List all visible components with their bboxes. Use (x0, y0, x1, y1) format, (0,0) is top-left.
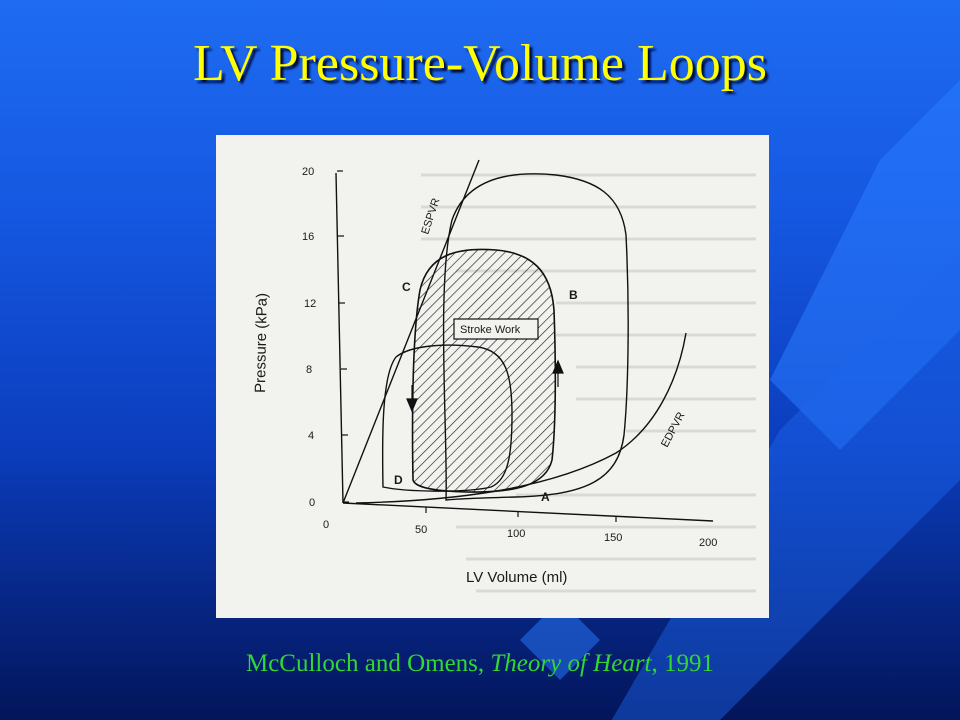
stroke-work-box (453, 318, 539, 340)
y-tick-label-0: 0 (309, 497, 315, 509)
x-axis-ticks (425, 507, 617, 522)
point-label-a: A (541, 490, 550, 504)
y-axis-ticks (337, 170, 349, 503)
stroke-work-label: Stroke Work (460, 324, 521, 336)
point-label-c: C (402, 280, 411, 294)
caption-year: , 1991 (651, 650, 715, 677)
y-axis-line (335, 172, 344, 504)
x-tick-label-100: 100 (507, 528, 525, 540)
slide-title: LV Pressure-Volume Loops (193, 35, 767, 92)
x-tick-label-50: 50 (415, 524, 427, 536)
pv-loop-figure: 0 4 8 12 16 20 0 50 100 150 200 Pressure… (216, 135, 769, 618)
stroke-work-area (411, 248, 557, 493)
caption-authors: McCulloch and Omens, (245, 650, 491, 677)
point-label-b: B (569, 288, 578, 302)
caption-work-title: Theory of Heart (490, 650, 652, 677)
scan-texture (421, 173, 756, 593)
y-tick-label-20: 20 (302, 166, 314, 178)
x-tick-label-0: 0 (323, 519, 329, 531)
edpvr-curve (355, 332, 687, 504)
y-tick-label-12: 12 (304, 298, 316, 310)
y-tick-label-4: 4 (308, 430, 314, 442)
y-axis-title: Pressure (kPa) (252, 293, 271, 393)
deco-diamond (520, 600, 600, 680)
pv-loop-small (381, 344, 513, 492)
y-tick-label-8: 8 (306, 364, 312, 376)
deco-band-upper (770, 80, 960, 450)
flow-arrows (406, 359, 564, 413)
espvr-line (342, 159, 480, 504)
point-label-d: D (394, 473, 403, 487)
x-tick-label-200: 200 (699, 537, 717, 549)
x-axis-line (342, 502, 714, 522)
y-tick-label-16: 16 (302, 231, 314, 243)
slide-caption: McCulloch and Omens, Theory of Heart, 19… (0, 650, 960, 678)
x-axis-title: LV Volume (ml) (466, 569, 567, 586)
x-tick-label-150: 150 (604, 532, 622, 544)
espvr-label: ESPVR (419, 197, 442, 236)
